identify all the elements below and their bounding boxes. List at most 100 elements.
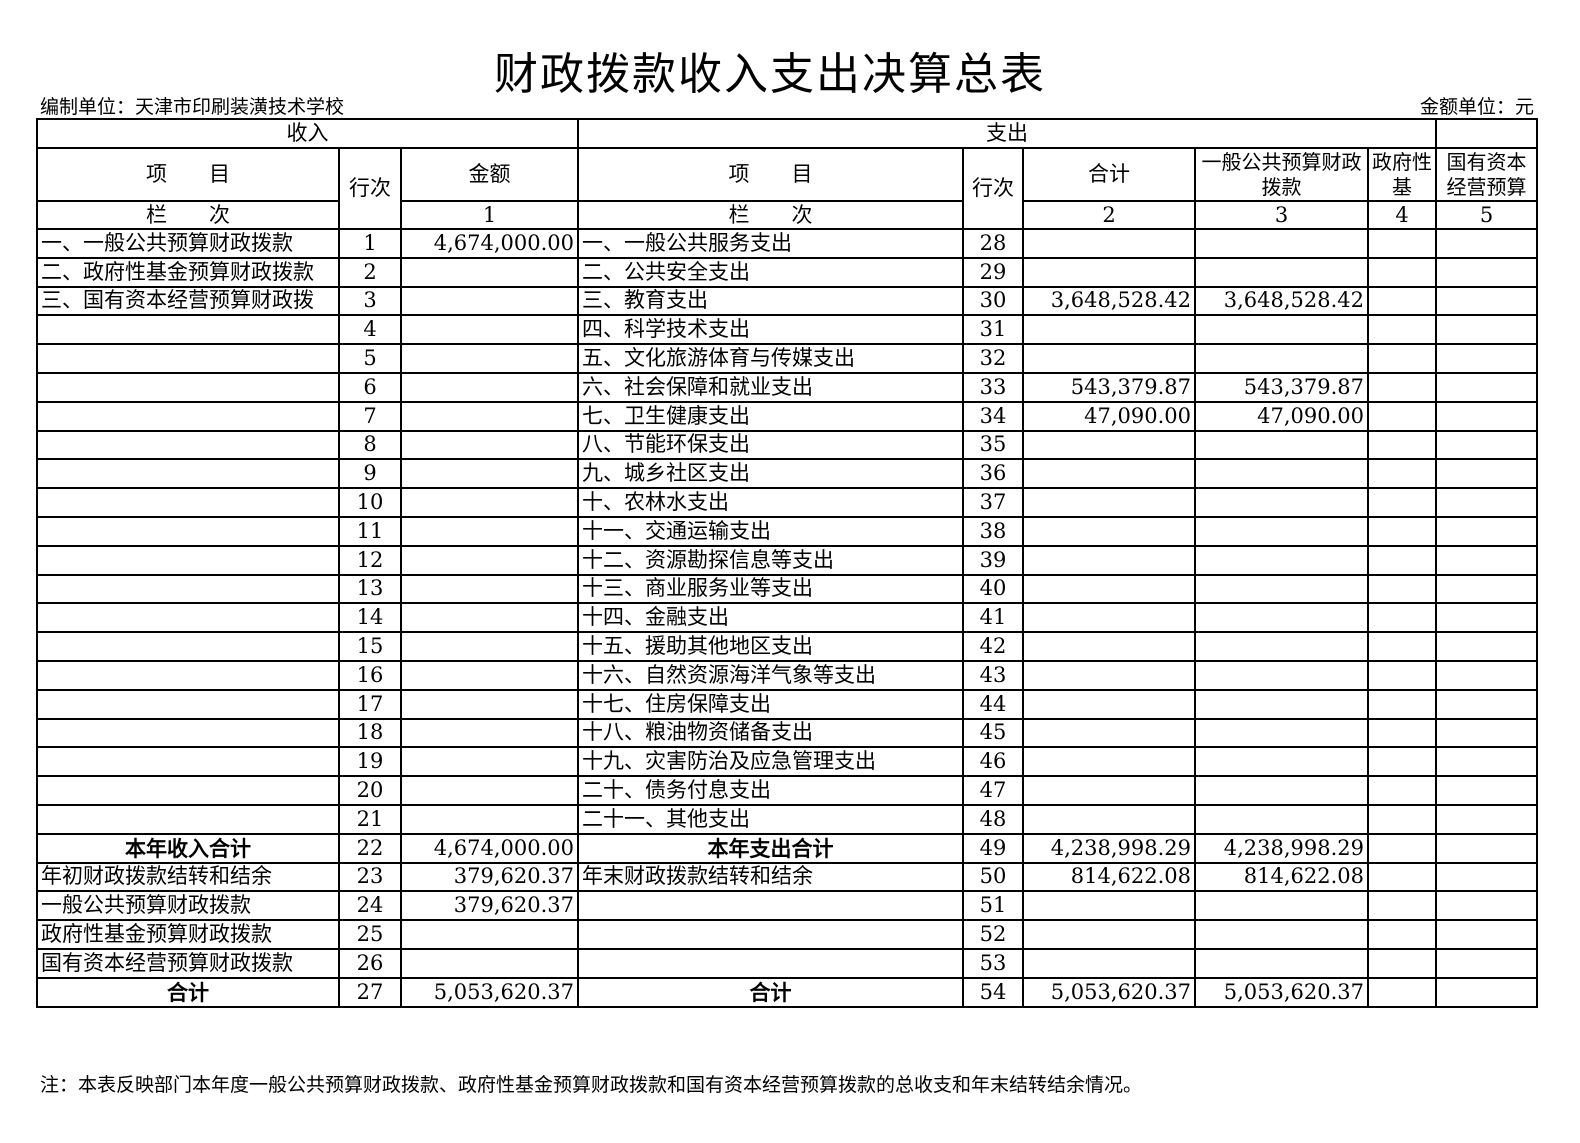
state-capital-amount-cell [1435, 285, 1539, 317]
expense-item-cell: 十五、援助其他地区支出 [577, 631, 965, 662]
general-budget-amount-cell [1194, 487, 1370, 518]
table-row: 20 二十、债务付息支出 47 [36, 775, 1539, 806]
expense-line-no-cell: 33 [962, 371, 1025, 403]
gov-fund-amount-cell [1367, 775, 1438, 806]
state-capital-amount-cell [1435, 602, 1539, 634]
expense-item-cell: 十九、灾害防治及应急管理支出 [577, 746, 965, 778]
state-capital-amount-cell [1435, 314, 1539, 346]
income-item-cell [36, 631, 340, 662]
income-item-cell [36, 429, 340, 461]
gov-fund-amount-cell [1367, 861, 1438, 893]
income-amount-cell [399, 400, 580, 432]
currency-unit: 金额单位：元 [1419, 96, 1534, 118]
income-item-cell [36, 515, 340, 547]
expense-item-cell: 二十一、其他支出 [577, 803, 965, 835]
total-amount-cell [1022, 659, 1197, 691]
income-line-no-cell: 2 [338, 256, 402, 288]
total-amount-cell: 814,622.08 [1022, 861, 1197, 893]
state-capital-amount-cell [1435, 400, 1539, 432]
income-line-no-header: 行次 [338, 147, 402, 230]
income-item-header: 项 目 [36, 147, 340, 202]
total-amount-cell [1022, 775, 1197, 806]
expense-item-cell: 九、城乡社区支出 [577, 458, 965, 490]
expense-line-no-cell: 54 [962, 976, 1025, 1008]
state-capital-amount-cell [1435, 515, 1539, 547]
income-amount-cell [399, 371, 580, 403]
income-amount-cell [399, 803, 580, 835]
table-row: 19 十九、灾害防治及应急管理支出 46 [36, 746, 1539, 778]
gov-fund-amount-cell [1367, 256, 1438, 288]
gov-fund-amount-cell [1367, 544, 1438, 576]
total-amount-cell [1022, 487, 1197, 518]
income-line-no-cell: 4 [338, 314, 402, 346]
expense-item-cell: 五、文化旅游体育与传媒支出 [577, 343, 965, 374]
state-capital-amount-cell [1435, 976, 1539, 1008]
gov-fund-amount-cell [1367, 947, 1438, 979]
total-amount-cell [1022, 314, 1197, 346]
expense-item-cell: 十七、住房保障支出 [577, 688, 965, 720]
income-line-no-cell: 12 [338, 544, 402, 576]
page-title: 财政拨款收入支出决算总表 [494, 49, 1046, 100]
income-line-no-cell: 23 [338, 861, 402, 893]
table-row: 8 八、节能环保支出 35 [36, 429, 1539, 461]
income-line-no-cell: 5 [338, 343, 402, 374]
expense-item-cell: 合计 [577, 976, 965, 1008]
expense-line-no-cell: 31 [962, 314, 1025, 346]
income-amount-cell [399, 343, 580, 374]
total-amount-cell [1022, 717, 1197, 749]
general-budget-amount-cell: 47,090.00 [1194, 400, 1370, 432]
gov-fund-amount-cell [1367, 803, 1438, 835]
expense-item-cell: 四、科学技术支出 [577, 314, 965, 346]
income-amount-cell: 5,053,620.37 [399, 976, 580, 1008]
income-header: 收入 [35, 118, 580, 149]
income-item-cell [36, 371, 340, 403]
total-amount-cell [1022, 343, 1197, 374]
expense-line-no-cell: 37 [962, 487, 1025, 518]
income-line-no-cell: 1 [338, 228, 402, 259]
expense-item-header: 项 目 [577, 147, 965, 202]
income-item-cell [36, 602, 340, 634]
total-amount-cell: 3,648,528.42 [1022, 285, 1197, 317]
income-item-cell [36, 343, 340, 374]
general-budget-amount-cell [1194, 544, 1370, 576]
income-item-cell: 本年收入合计 [36, 832, 340, 864]
expense-line-no-cell: 45 [962, 717, 1025, 749]
income-line-no-cell: 24 [338, 890, 402, 922]
table-row: 18 十八、粮油物资储备支出 45 [36, 717, 1539, 749]
state-capital-amount-cell [1435, 746, 1539, 778]
gov-fund-amount-cell [1367, 228, 1438, 259]
income-amount-cell [399, 256, 580, 288]
col-5: 5 [1435, 200, 1539, 230]
state-capital-amount-cell [1435, 228, 1539, 259]
income-line-no-cell: 22 [338, 832, 402, 864]
income-amount-cell [399, 746, 580, 778]
expense-item-cell: 七、卫生健康支出 [577, 400, 965, 432]
compiling-unit: 编制单位：天津市印刷装潢技术学校 [40, 96, 345, 118]
gov-fund-amount-cell [1367, 573, 1438, 605]
state-capital-amount-cell [1435, 544, 1539, 576]
general-budget-amount-cell [1194, 717, 1370, 749]
gov-fund-amount-cell [1367, 688, 1438, 720]
expense-item-cell: 十八、粮油物资储备支出 [577, 717, 965, 749]
income-item-cell [36, 659, 340, 691]
income-line-no-cell: 26 [338, 947, 402, 979]
income-item-cell [36, 717, 340, 749]
state-capital-amount-cell [1435, 861, 1539, 893]
expense-line-no-cell: 47 [962, 775, 1025, 806]
general-budget-amount-cell: 5,053,620.37 [1194, 976, 1370, 1008]
expense-line-no-header: 行次 [962, 147, 1025, 230]
expense-item-cell [577, 890, 965, 922]
general-budget-amount-cell [1194, 688, 1370, 720]
general-budget-amount-cell [1194, 228, 1370, 259]
income-line-no-cell: 20 [338, 775, 402, 806]
expense-line-no-cell: 46 [962, 746, 1025, 778]
income-amount-cell: 379,620.37 [399, 861, 580, 893]
table-row: 年初财政拨款结转和结余 23 379,620.37 年末财政拨款结转和结余 50 814,… [36, 861, 1539, 893]
general-budget-amount-cell [1194, 659, 1370, 691]
total-amount-cell [1022, 803, 1197, 835]
state-capital-header: 国有资本经营预算 [1435, 147, 1539, 202]
table-row: 4 四、科学技术支出 31 [36, 314, 1539, 346]
income-amount-cell [399, 717, 580, 749]
income-amount-cell [399, 458, 580, 490]
general-budget-amount-cell: 3,648,528.42 [1194, 285, 1370, 317]
